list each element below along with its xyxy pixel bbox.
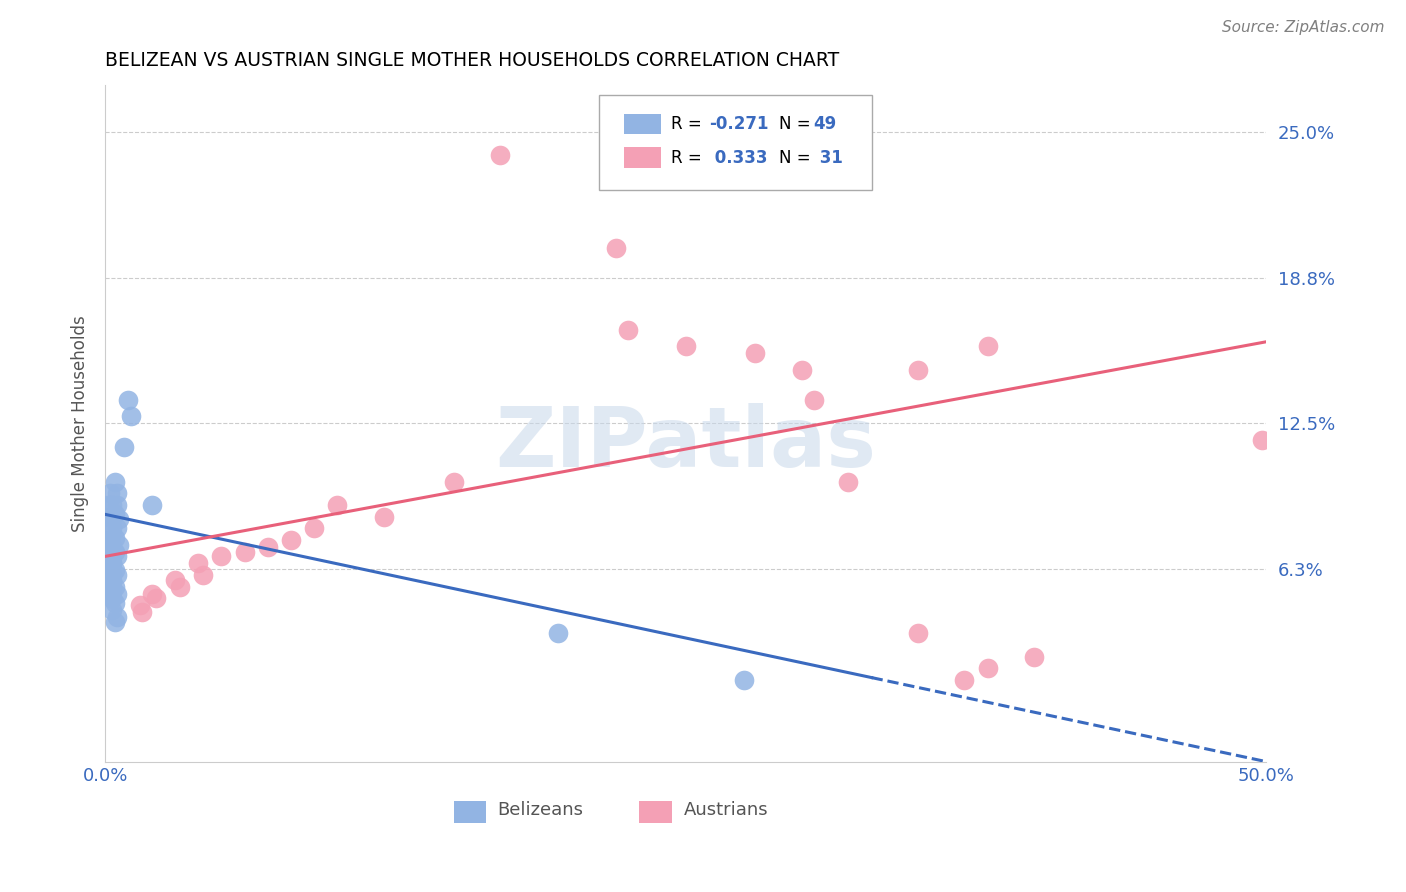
Point bbox=[98, 486, 121, 500]
Point bbox=[280, 533, 302, 547]
Point bbox=[105, 587, 128, 601]
Point bbox=[547, 626, 569, 640]
Point bbox=[907, 626, 929, 640]
Point bbox=[98, 509, 121, 524]
Point bbox=[103, 508, 125, 522]
Point bbox=[233, 545, 256, 559]
Point bbox=[101, 603, 124, 617]
Point bbox=[141, 498, 163, 512]
Point bbox=[101, 568, 124, 582]
Point bbox=[953, 673, 976, 687]
Point bbox=[191, 568, 214, 582]
Point bbox=[96, 498, 118, 512]
Text: Austrians: Austrians bbox=[683, 801, 768, 820]
Point bbox=[976, 661, 998, 675]
Point bbox=[103, 615, 125, 629]
Point bbox=[744, 346, 766, 360]
Point bbox=[103, 475, 125, 489]
Point bbox=[101, 557, 124, 571]
Point bbox=[101, 573, 124, 587]
Point bbox=[98, 557, 121, 571]
Point bbox=[103, 596, 125, 610]
Point bbox=[1250, 433, 1272, 447]
Text: N =: N = bbox=[779, 148, 815, 167]
Point bbox=[326, 498, 349, 512]
Point bbox=[105, 521, 128, 535]
Point bbox=[803, 393, 825, 408]
Point bbox=[101, 540, 124, 554]
Point bbox=[108, 538, 131, 552]
Point bbox=[101, 557, 124, 571]
Point bbox=[489, 148, 512, 162]
Point bbox=[837, 475, 859, 489]
Point bbox=[101, 545, 124, 559]
Text: N =: N = bbox=[779, 115, 815, 133]
Point bbox=[96, 545, 118, 559]
Point bbox=[98, 533, 121, 547]
Point bbox=[120, 409, 142, 424]
Point bbox=[98, 533, 121, 547]
Point bbox=[302, 521, 325, 535]
Text: ZIPatlas: ZIPatlas bbox=[495, 403, 876, 484]
Point bbox=[105, 486, 128, 500]
Text: 31: 31 bbox=[814, 148, 842, 167]
Text: -0.271: -0.271 bbox=[709, 115, 769, 133]
Point bbox=[187, 557, 209, 571]
Point bbox=[103, 563, 125, 577]
Text: 49: 49 bbox=[814, 115, 837, 133]
Point bbox=[101, 580, 124, 594]
Text: R =: R = bbox=[671, 148, 707, 167]
Point bbox=[98, 509, 121, 524]
Point bbox=[907, 363, 929, 377]
Point bbox=[129, 599, 152, 613]
Point bbox=[141, 587, 163, 601]
Point bbox=[103, 545, 125, 559]
Point bbox=[96, 568, 118, 582]
Text: Belizeans: Belizeans bbox=[498, 801, 583, 820]
Text: Source: ZipAtlas.com: Source: ZipAtlas.com bbox=[1222, 20, 1385, 35]
Point bbox=[145, 591, 167, 606]
Point bbox=[169, 580, 191, 594]
Point bbox=[616, 323, 638, 337]
Point bbox=[733, 673, 755, 687]
Point bbox=[105, 498, 128, 512]
Point bbox=[373, 509, 395, 524]
Point bbox=[790, 363, 813, 377]
Point bbox=[675, 339, 697, 353]
Point bbox=[1024, 649, 1046, 664]
FancyBboxPatch shape bbox=[599, 95, 872, 190]
Point bbox=[98, 549, 121, 564]
Point bbox=[101, 591, 124, 606]
FancyBboxPatch shape bbox=[624, 113, 661, 134]
Point bbox=[96, 521, 118, 535]
Point bbox=[105, 610, 128, 624]
Text: BELIZEAN VS AUSTRIAN SINGLE MOTHER HOUSEHOLDS CORRELATION CHART: BELIZEAN VS AUSTRIAN SINGLE MOTHER HOUSE… bbox=[105, 51, 839, 70]
Point bbox=[101, 498, 124, 512]
Point bbox=[105, 568, 128, 582]
Point bbox=[443, 475, 465, 489]
Point bbox=[163, 573, 186, 587]
Point bbox=[98, 563, 121, 577]
Point bbox=[101, 591, 124, 606]
Point bbox=[117, 393, 139, 408]
Point bbox=[112, 440, 135, 454]
Point bbox=[605, 242, 627, 256]
Point bbox=[103, 580, 125, 594]
Point bbox=[103, 531, 125, 545]
Point bbox=[256, 540, 278, 554]
Point bbox=[105, 549, 128, 564]
FancyBboxPatch shape bbox=[624, 147, 661, 168]
Point bbox=[101, 521, 124, 535]
Text: R =: R = bbox=[671, 115, 707, 133]
FancyBboxPatch shape bbox=[640, 801, 672, 822]
Point bbox=[108, 512, 131, 526]
Point bbox=[209, 549, 232, 564]
Text: 0.333: 0.333 bbox=[709, 148, 768, 167]
Point bbox=[98, 587, 121, 601]
Point bbox=[98, 575, 121, 590]
Point bbox=[976, 339, 998, 353]
Y-axis label: Single Mother Households: Single Mother Households bbox=[72, 315, 89, 532]
Point bbox=[131, 606, 153, 620]
FancyBboxPatch shape bbox=[454, 801, 486, 822]
